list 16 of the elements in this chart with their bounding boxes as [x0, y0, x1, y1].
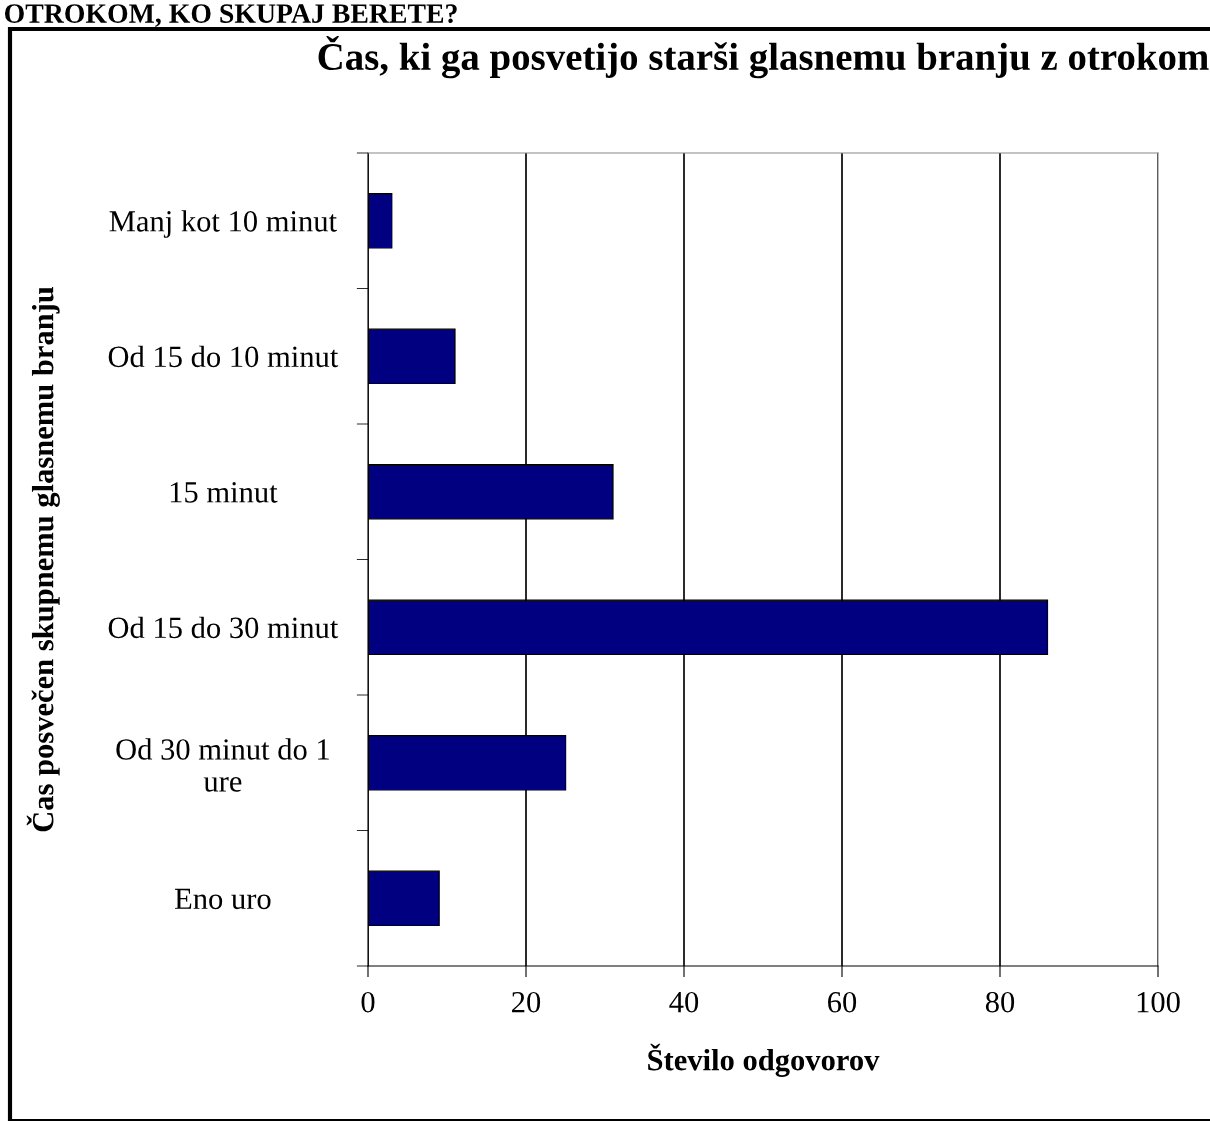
x-tick-label: 20 [512, 991, 541, 1013]
text: OTROKOM, KO SKUPAJ BERETE? [4, 4, 457, 27]
x-tick-label: 100 [1137, 991, 1180, 1013]
y-tick-label: Eno uro [174, 888, 271, 910]
y-axis-title: Čas posvečen skupnemu glasnemu branju [26, 286, 60, 832]
chart-title: Čas, ki ga posvetijo starši glasnemu branju z otrokom [318, 36, 1209, 79]
x-axis-title: Število odgovorov [648, 1043, 880, 1077]
y-tick-label: Od 15 do 30 minut [108, 616, 339, 639]
y-tick-label: Od 15 do 10 minut [108, 345, 339, 368]
x-tick-label: 40 [669, 991, 699, 1013]
y-tick-label: 15 minut [170, 482, 278, 503]
x-tick-label: 60 [828, 991, 857, 1013]
y-tick-label: Manj kot 10 minut [109, 210, 337, 238]
y-tick-label: Od 30 minut do 1 ure [116, 738, 329, 792]
x-tick-label: 80 [985, 991, 1015, 1013]
x-tick-label: 0 [361, 991, 375, 1013]
